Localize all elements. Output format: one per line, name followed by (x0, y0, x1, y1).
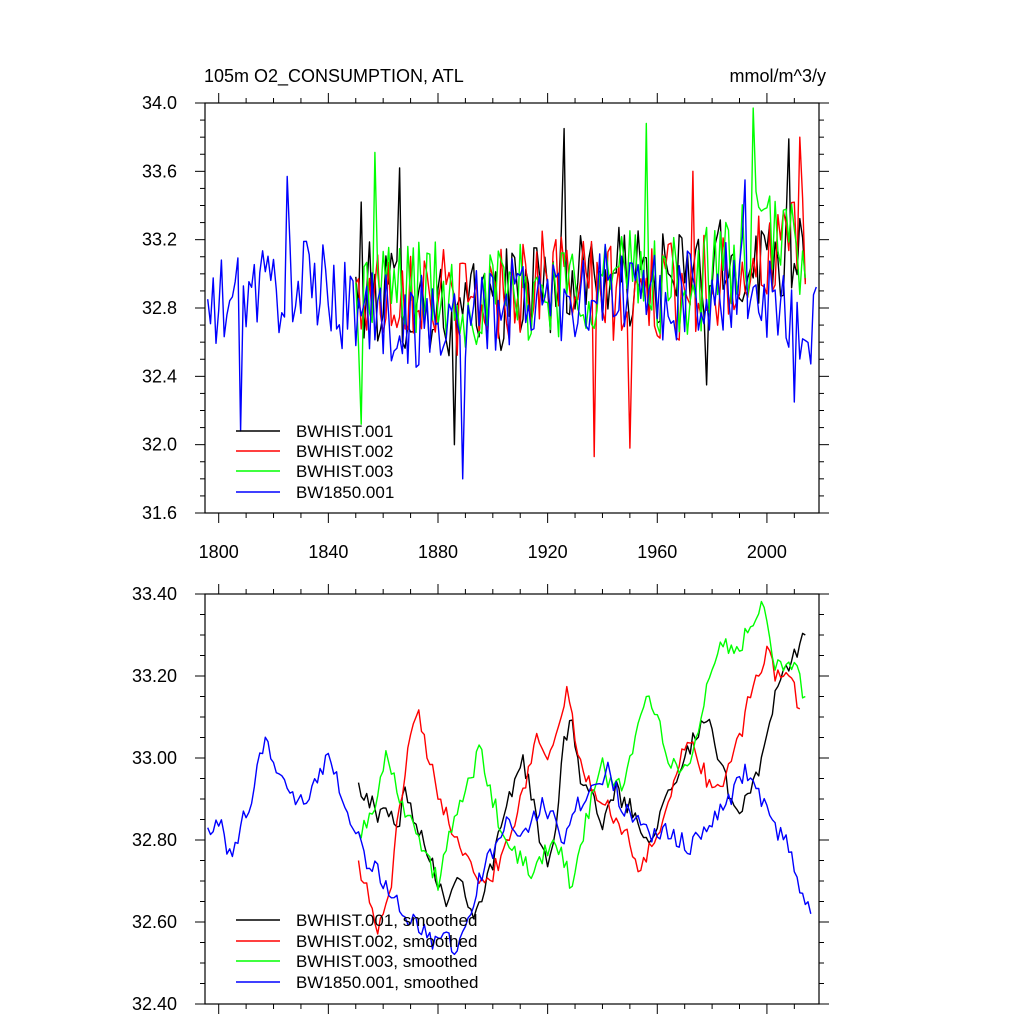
legend-label-bw1850-001-smoothed: BW1850.001, smoothed (296, 973, 478, 992)
series-line-bwhist-003 (355, 107, 806, 425)
legend-label-bwhist-003: BWHIST.003 (296, 462, 393, 481)
series-line-bwhist-003-smoothed (357, 600, 806, 891)
bottom-legend: BWHIST.001, smoothed BWHIST.002, smoothe… (236, 911, 478, 992)
legend-label-bwhist-003-smoothed: BWHIST.003, smoothed (296, 952, 477, 971)
y-tick-label: 32.60 (132, 912, 177, 932)
legend-label-bw1850-001: BW1850.001 (296, 483, 394, 502)
y-tick-label: 31.6 (142, 503, 177, 523)
legend-label-bwhist-002-smoothed: BWHIST.002, smoothed (296, 932, 477, 951)
y-tick-label: 33.6 (142, 161, 177, 181)
y-tick-label: 32.4 (142, 366, 177, 386)
series-line-bwhist-001-smoothed (357, 632, 806, 920)
legend-label-bwhist-001: BWHIST.001 (296, 422, 393, 441)
top-panel-units: mmol/m^3/y (730, 66, 826, 86)
top-panel-title: 105m O2_CONSUMPTION, ATL (204, 66, 464, 87)
y-tick-label: 34.0 (142, 93, 177, 113)
y-tick-label: 33.2 (142, 230, 177, 250)
top-tick-group: 1800 1840 1880 1920 1960 2000 31.6 32.0 32.4 32.8… (142, 93, 829, 562)
y-tick-label: 32.0 (142, 435, 177, 455)
series-line-bw1850-001-smoothed (207, 736, 812, 956)
series-line-bw1850-001 (207, 175, 817, 480)
x-tick-label: 1960 (637, 542, 677, 562)
x-tick-label: 1840 (308, 542, 348, 562)
top-legend: BWHIST.001 BWHIST.002 BWHIST.003 BW1850.… (236, 422, 394, 502)
bottom-series-group (207, 600, 812, 956)
bottom-panel: 32.40 32.60 32.80 33.00 33.20 33.40 BWHIST.00… (132, 584, 829, 1014)
y-tick-label: 33.00 (132, 748, 177, 768)
x-tick-label: 1800 (199, 542, 239, 562)
x-tick-label: 1920 (528, 542, 568, 562)
y-tick-label: 33.40 (132, 584, 177, 604)
x-tick-label: 1880 (418, 542, 458, 562)
top-series-group (207, 107, 817, 480)
x-tick-label: 2000 (747, 542, 787, 562)
legend-label-bwhist-001-smoothed: BWHIST.001, smoothed (296, 911, 477, 930)
legend-label-bwhist-002: BWHIST.002 (296, 442, 393, 461)
y-tick-label: 32.40 (132, 994, 177, 1014)
series-line-bwhist-002-smoothed (357, 645, 801, 935)
y-tick-label: 33.20 (132, 666, 177, 686)
top-panel: 105m O2_CONSUMPTION, ATL mmol/m^3/y 1800… (142, 66, 829, 562)
y-tick-label: 32.8 (142, 298, 177, 318)
bottom-tick-group: 32.40 32.60 32.80 33.00 33.20 33.40 (132, 584, 829, 1014)
y-tick-label: 32.80 (132, 830, 177, 850)
